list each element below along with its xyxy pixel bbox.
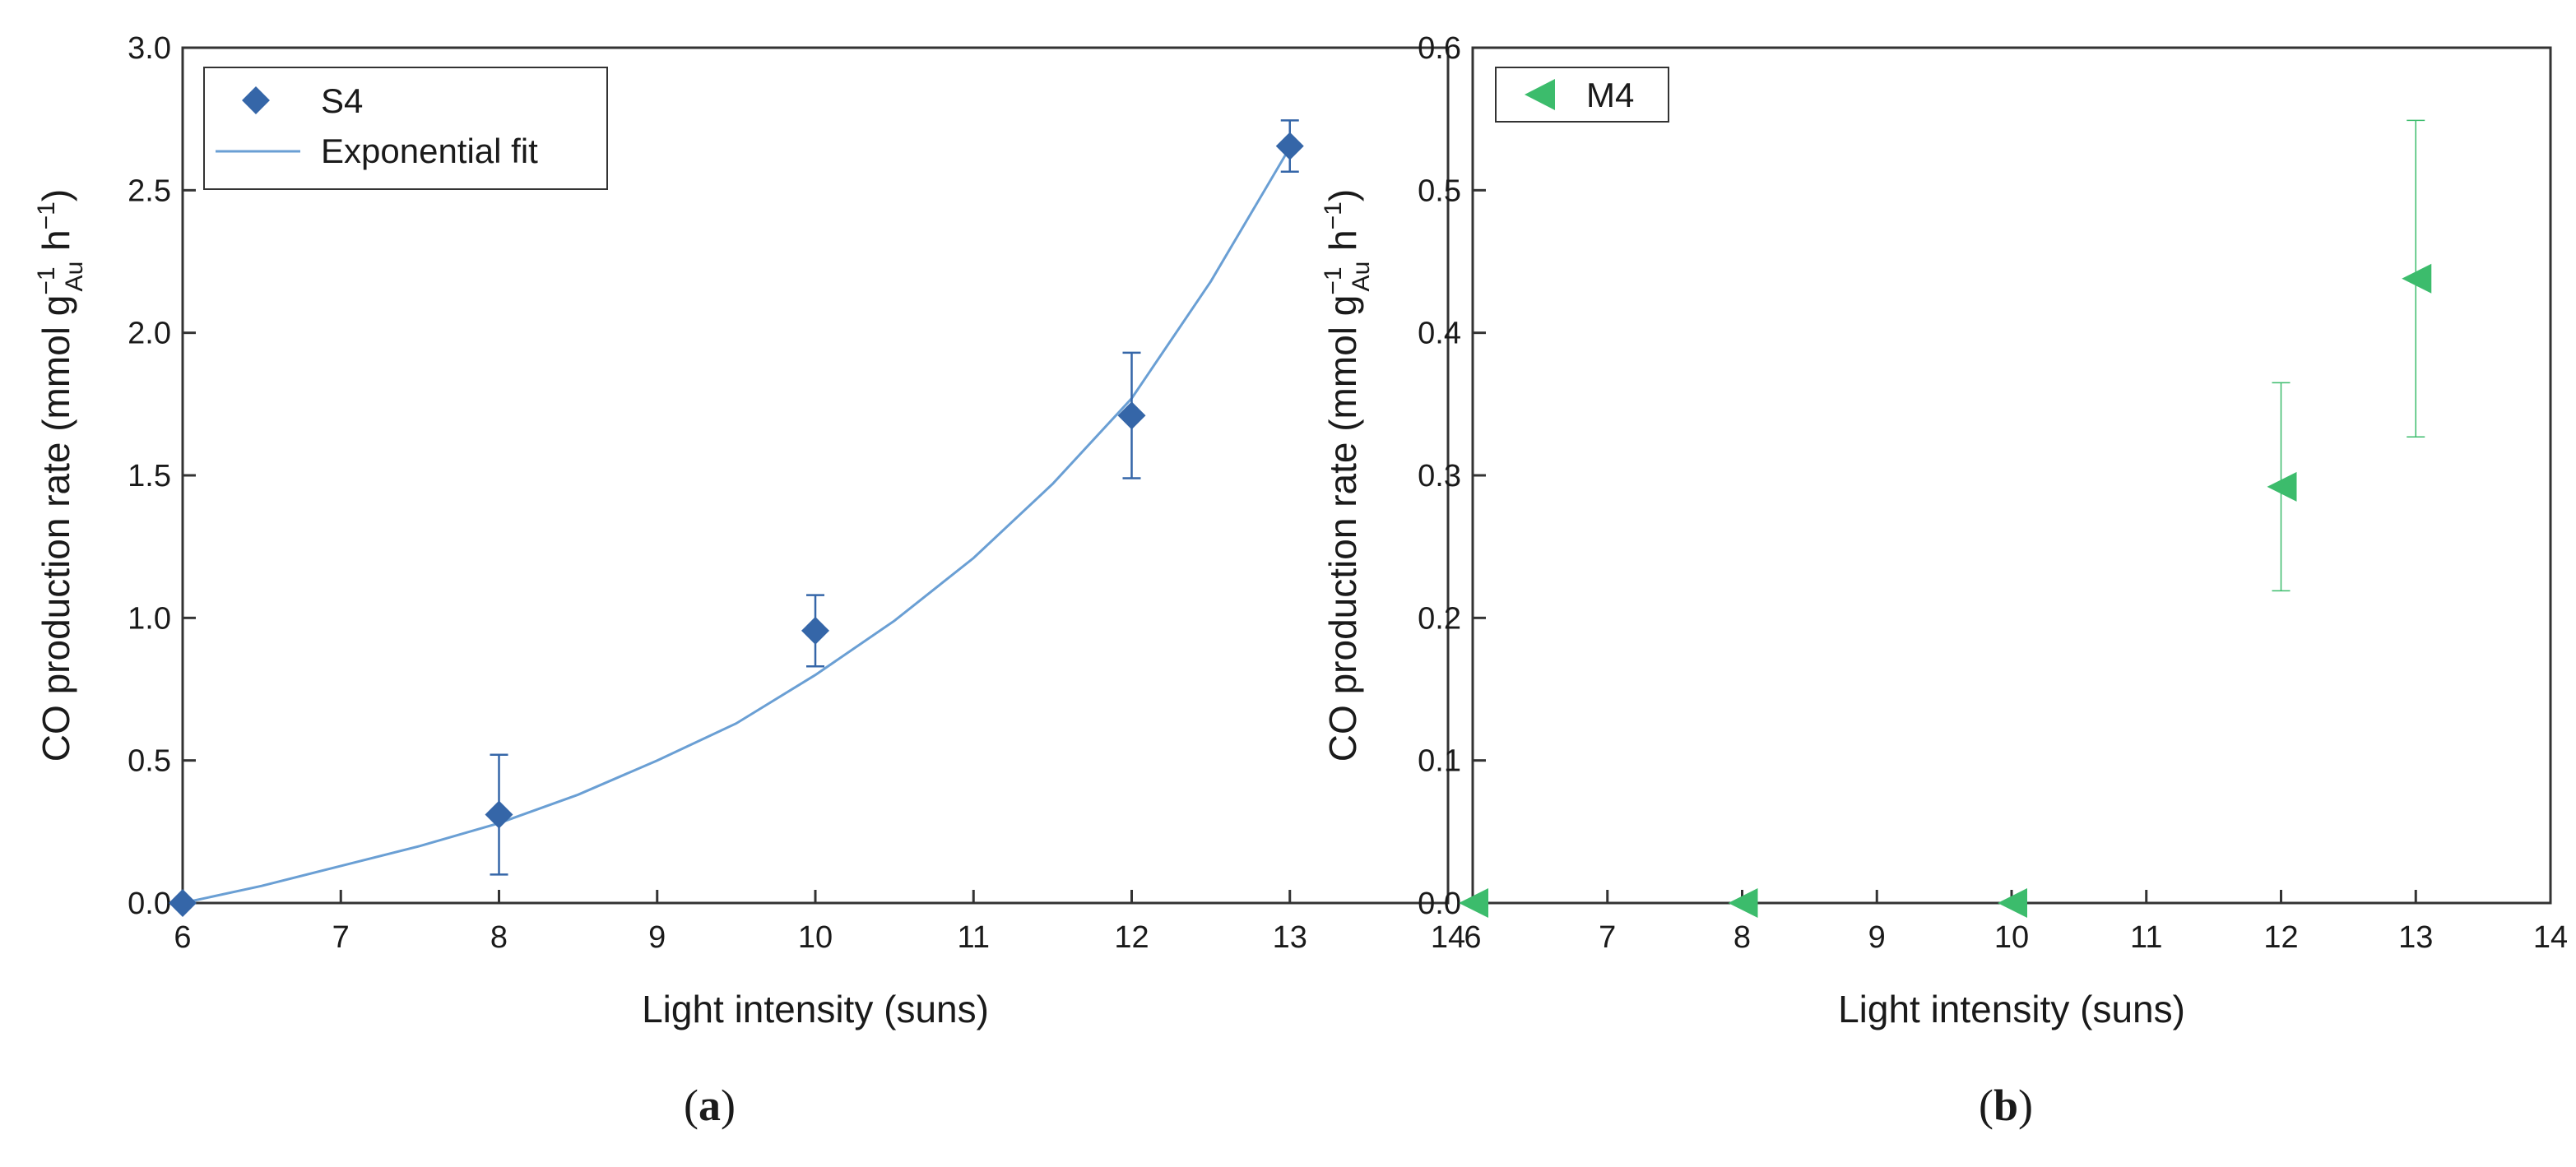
legend: M4 bbox=[1495, 67, 1669, 123]
y-tick-label: 0.6 bbox=[1418, 31, 1461, 66]
legend-label-m4: M4 bbox=[1586, 76, 1634, 114]
y-tick-label: 1.5 bbox=[128, 459, 171, 493]
x-axis: 6 7 8 9 10 11 12 13 14 bbox=[174, 890, 1465, 955]
x-tick-label: 9 bbox=[1868, 920, 1886, 955]
x-tick-label: 6 bbox=[174, 920, 191, 955]
y-axis: 0.0 0.5 1.0 1.5 2.0 2.5 3.0 bbox=[128, 31, 196, 921]
data-point bbox=[801, 616, 829, 645]
plot-frame bbox=[1471, 46, 2552, 905]
panel-label: (b) bbox=[1979, 1081, 2033, 1130]
x-tick-label: 13 bbox=[2398, 920, 2433, 955]
x-tick-label: 11 bbox=[2130, 920, 2162, 955]
legend-label-fit: Exponential fit bbox=[321, 132, 538, 170]
marker-layer bbox=[1459, 263, 2432, 918]
y-axis: 0.0 0.1 0.2 0.3 0.4 0.5 0.6 bbox=[1418, 31, 1486, 921]
x-tick-label: 8 bbox=[1734, 920, 1751, 955]
chart-panel-b: 6 7 8 9 10 11 12 13 14 0.00.10.20.30.40.50.6 M4 … bbox=[1320, 31, 2568, 1130]
data-point bbox=[2402, 263, 2432, 294]
y-axis-label: CO production rate (mmol g−1Au h−1) bbox=[1320, 189, 1375, 762]
x-tick-label: 6 bbox=[1464, 920, 1481, 955]
data-point bbox=[2267, 471, 2297, 502]
y-tick-label: 0.5 bbox=[128, 744, 171, 779]
x-tick-label: 9 bbox=[648, 920, 666, 955]
x-tick-label: 12 bbox=[2263, 920, 2298, 955]
x-tick-label: 8 bbox=[490, 920, 508, 955]
legend-marker-m4 bbox=[1525, 79, 1555, 110]
error-bar-layer bbox=[2272, 119, 2425, 592]
y-axis-label: CO production rate (mmol g−1Au h−1) bbox=[33, 189, 88, 762]
x-tick-label: 14 bbox=[1431, 920, 1465, 955]
x-tick-label: 10 bbox=[798, 920, 833, 955]
x-tick-label: 11 bbox=[958, 920, 990, 955]
y-tick-label: 2.0 bbox=[128, 317, 171, 351]
x-axis-label: Light intensity (suns) bbox=[642, 988, 989, 1030]
x-tick-label: 10 bbox=[1994, 920, 2029, 955]
y-tick-label: 0.3 bbox=[1418, 459, 1461, 493]
chart-panel-a: 6 7 8 9 10 11 12 13 14 0.0 0.5 1.0 1.5 2.0 2.5 3.0 S4 … bbox=[33, 31, 1465, 1130]
x-tick-label: 12 bbox=[1114, 920, 1149, 955]
data-point bbox=[1728, 888, 1758, 918]
y-tick-label: 0.1 bbox=[1418, 744, 1461, 779]
y-tick-label: 0.4 bbox=[1418, 317, 1461, 351]
x-tick-label: 13 bbox=[1273, 920, 1307, 955]
panel-label: (a) bbox=[684, 1081, 736, 1130]
x-tick-label: 14 bbox=[2533, 920, 2568, 955]
y-tick-label: 0.2 bbox=[1418, 601, 1461, 636]
data-point bbox=[485, 800, 513, 829]
legend: S4 Exponential fit bbox=[203, 67, 608, 190]
y-tick-label: 3.0 bbox=[128, 31, 171, 66]
y-tick-label: 0.0 bbox=[128, 887, 171, 921]
x-axis-label: Light intensity (suns) bbox=[1838, 988, 2185, 1030]
x-tick-label: 7 bbox=[332, 920, 350, 955]
fit-layer bbox=[182, 146, 1292, 905]
y-tick-label: 1.0 bbox=[128, 601, 171, 636]
y-tick-label: 0.5 bbox=[1418, 174, 1461, 208]
fit-curve bbox=[182, 146, 1292, 905]
data-point bbox=[1459, 888, 1488, 918]
error-bar-layer bbox=[490, 119, 1299, 876]
legend-box bbox=[1495, 67, 1669, 123]
data-point bbox=[1117, 401, 1146, 430]
y-tick-label: 0.0 bbox=[1418, 887, 1461, 921]
marker-layer bbox=[169, 132, 1304, 917]
legend-label-s4: S4 bbox=[321, 81, 363, 120]
data-point bbox=[1275, 132, 1304, 160]
x-tick-label: 7 bbox=[1599, 920, 1616, 955]
legend-box bbox=[203, 67, 608, 190]
y-tick-label: 2.5 bbox=[128, 174, 171, 208]
data-point bbox=[169, 889, 197, 917]
data-point bbox=[1998, 888, 2027, 918]
